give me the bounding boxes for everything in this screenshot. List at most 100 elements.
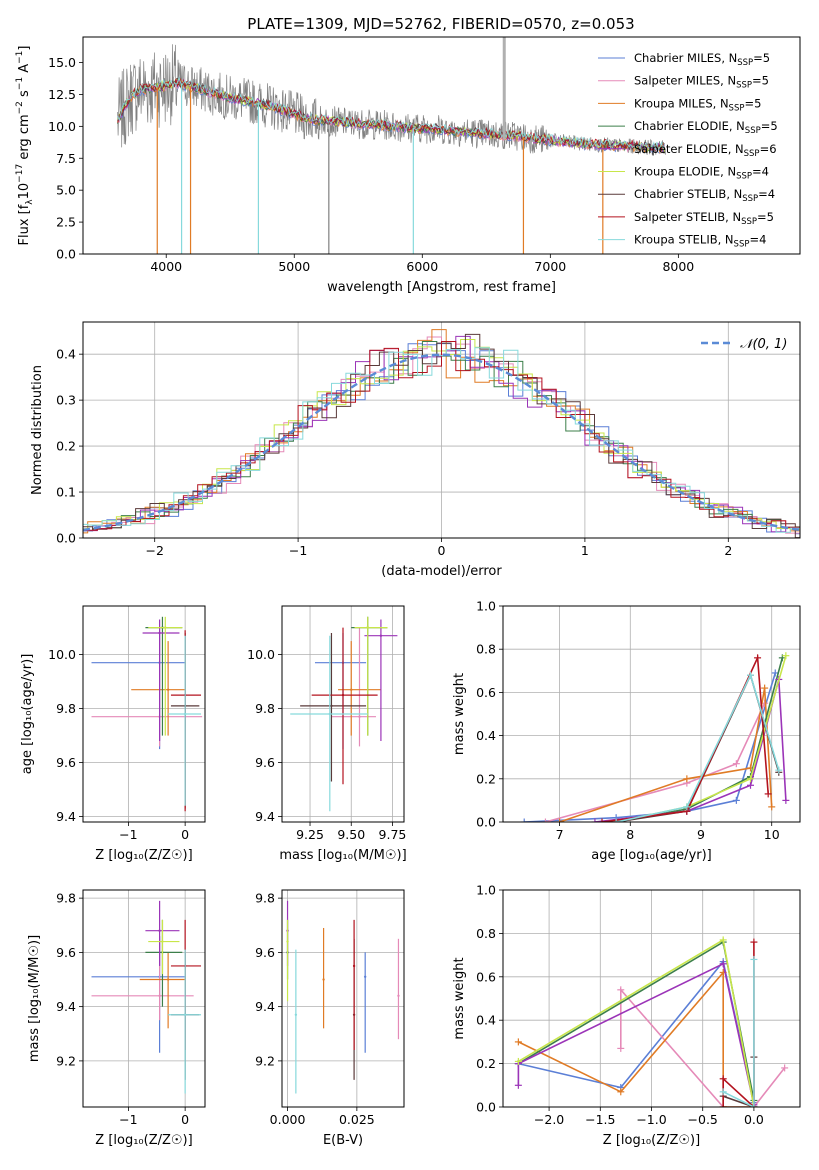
y-axis-label: mass weight [452, 673, 467, 755]
data-point [166, 688, 170, 691]
y-tick-label: 1.0 [476, 883, 496, 898]
y-tick-label: 2.5 [56, 215, 76, 230]
legend-value: =5 [761, 119, 778, 133]
x-tick-label: 9.50 [337, 827, 365, 842]
model-spectrum-kroupa_stelib [117, 76, 665, 152]
x-tick-label: 0 [181, 1112, 189, 1127]
y-tick-label: 12.5 [48, 87, 76, 102]
y-tick-label: 10.0 [48, 119, 76, 134]
y-label-part: −2 [15, 101, 25, 114]
plot-area [117, 37, 666, 254]
axes-frame [281, 889, 405, 1108]
x-tick-label: 9 [697, 827, 705, 842]
y-tick-label: 0.4 [476, 1013, 496, 1028]
y-tick-label: 10.0 [48, 647, 76, 662]
histogram-kroupa_stelib [83, 347, 800, 533]
data-point [328, 712, 332, 716]
y-tick-label: 0.6 [476, 685, 496, 700]
data-point [161, 940, 164, 943]
y-label-part: erg cm [17, 114, 32, 163]
x-axis-label: Z [log₁₀(Z/Z☉)] [95, 1133, 192, 1148]
axes-frame [502, 605, 801, 823]
legend-sub: SSP [729, 103, 745, 113]
legend-sub: SSP [734, 240, 750, 250]
y-tick-label: 0.8 [476, 642, 496, 657]
data-point [322, 978, 325, 981]
x-tick-label: −0.5 [688, 1112, 718, 1127]
y-label-part: 10 [17, 183, 32, 200]
legend-label: Chabrier ELODIE, NSSP=5 [634, 119, 778, 136]
x-tick-label: 2 [724, 543, 732, 558]
y-axis-label: Normed distribution [30, 365, 45, 495]
plot-area [91, 616, 203, 812]
x-tick-label: 7000 [534, 259, 566, 274]
y-label-part: −1 [15, 51, 25, 64]
legend-name: Kroupa ELODIE, N [634, 165, 736, 179]
y-axis-label: Flux [fλ10−17 erg cm−2 s−1 A−1] [15, 46, 35, 246]
plot-area [83, 329, 800, 538]
x-axis-label: mass [log₁₀(M/M☉)] [279, 848, 406, 863]
y-tick-label: 9.4 [255, 809, 275, 824]
legend-label: Kroupa ELODIE, NSSP=4 [634, 165, 769, 182]
legend: Chabrier MILES, NSSP=5 Salpeter MILES, NS… [598, 51, 778, 250]
data-point [358, 715, 361, 718]
figure-title: PLATE=1309, MJD=52762, FIBERID=0570, z=0… [247, 15, 634, 33]
legend-label: Chabrier STELIB, NSSP=4 [634, 187, 775, 204]
legend-value: =5 [752, 74, 769, 88]
axes-frame [502, 889, 801, 1108]
y-label-part: ] [17, 46, 32, 51]
x-tick-label: 0.000 [270, 1112, 306, 1127]
legend-value: =4 [749, 233, 766, 247]
y-tick-label: 9.2 [255, 1053, 275, 1068]
x-tick-label: 5000 [278, 259, 310, 274]
data-point [158, 929, 161, 932]
legend-label: Salpeter ELODIE, NSSP=6 [634, 142, 777, 159]
x-axis-label: age [log₁₀(age/yr)] [591, 848, 712, 863]
y-tick-label: 9.8 [255, 891, 275, 906]
x-tick-label: −1 [289, 543, 307, 558]
panel-residuals: −2 −1 0 1 2 0.0 0.1 0.2 0.3 0.4 (data-model)/error… [30, 321, 801, 579]
data-point [352, 964, 356, 968]
y-axis-label: mass weight [452, 957, 467, 1039]
x-axis-label: E(B-V) [323, 1133, 363, 1148]
y-tick-label: 0.0 [56, 531, 76, 546]
panel-mass_weight_vs_Z: −2.0 −1.5 −1.0 −0.5 0.0 0.0 0.2 0.4 0.6 0.8 1.0 Z [… [452, 883, 801, 1148]
data-point [379, 634, 383, 637]
data-point [164, 626, 167, 629]
y-label-part: −17 [15, 164, 25, 183]
mass-weight-line-salpeter_elodie [517, 962, 755, 1105]
data-point [286, 940, 289, 943]
x-tick-label: −1.5 [585, 1112, 615, 1127]
legend-sub: SSP [741, 217, 757, 227]
data-point [158, 994, 161, 997]
data-point [363, 975, 367, 978]
legend-value: =5 [753, 51, 770, 65]
data-point [341, 693, 345, 697]
legend-name: Salpeter STELIB, N [634, 210, 741, 224]
y-tick-label: 9.8 [255, 701, 275, 716]
legend-sub: SSP [736, 81, 752, 91]
data-point [366, 626, 369, 629]
y-tick-label: 0.0 [476, 815, 496, 830]
x-tick-label: 0.0 [744, 1112, 764, 1127]
data-point [397, 994, 400, 997]
legend-label: Kroupa MILES, NSSP=5 [634, 96, 761, 113]
y-tick-label: 9.8 [56, 701, 76, 716]
data-point [183, 1013, 187, 1016]
plot-area [514, 936, 789, 1107]
data-point [294, 1013, 298, 1016]
plot-area [91, 900, 202, 1094]
x-tick-label: −1.0 [636, 1112, 666, 1127]
y-tick-label: 0.0 [476, 1100, 496, 1115]
x-axis-label: (data-model)/error [381, 564, 502, 579]
data-point [183, 712, 187, 716]
legend-label: Chabrier MILES, NSSP=5 [634, 51, 770, 68]
x-tick-label: 8 [626, 827, 634, 842]
gaussian-curve [83, 353, 800, 532]
mass-weight-line-salpeter_miles [620, 987, 786, 1107]
y-label-part: Flux [f [17, 204, 32, 245]
x-tick-label: −1 [119, 827, 137, 842]
x-axis-label: Z [log₁₀(Z/Z☉)] [603, 1133, 700, 1148]
legend-label: Salpeter MILES, NSSP=5 [634, 74, 769, 91]
x-tick-label: 0.025 [339, 1112, 375, 1127]
